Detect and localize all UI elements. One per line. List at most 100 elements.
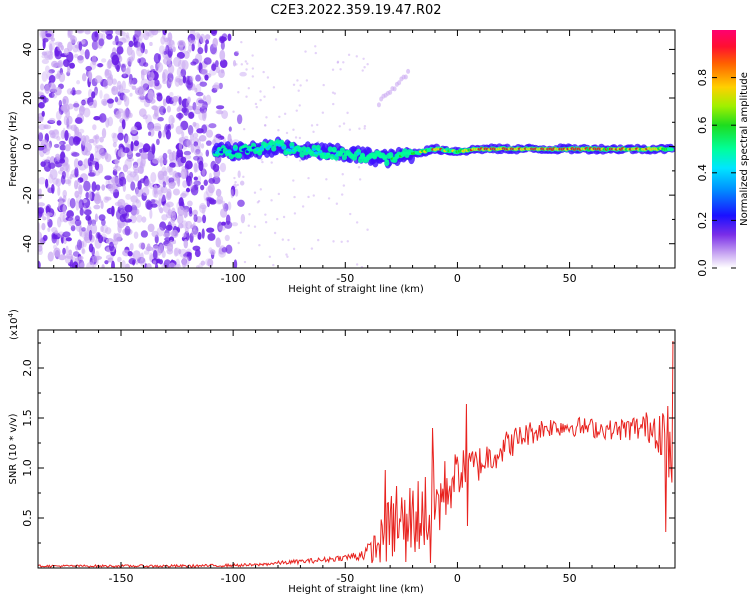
spectrogram-noise-blob [162,202,171,214]
spectrogram-noise-blob [92,124,97,131]
spectrogram-signal-core [219,150,224,154]
spectrogram-noise-blob [183,50,190,59]
spectrogram-noise-blob [204,43,208,54]
spectrogram-noise-blob [189,133,194,141]
spectrogram-noise-blob [168,114,175,125]
spectrogram-noise-blob [128,40,134,48]
spectrogram-noise-dot [298,159,302,162]
spectrogram-noise-blob [40,30,46,38]
spectrogram-noise-blob [67,115,73,125]
colorbar-tick-label: 0.6 [696,116,709,134]
spectrogram-noise-blob [131,85,137,90]
spectrogram-noise-blob [81,227,86,232]
spectrogram-noise-blob [167,64,175,75]
spectrogram-ytick-label: -40 [21,235,34,253]
spectrogram-noise-blob [191,43,195,52]
spectrogram-signal-core [259,147,264,151]
spectrogram-noise-blob [83,107,91,118]
spectrogram-noise-blob [122,147,130,154]
spectrogram-noise-blob [53,247,61,257]
spectrogram-signal-mid [339,147,345,154]
spectrogram-noise-blob [71,87,76,96]
spectrogram-noise-blob [112,132,119,144]
spectrogram-noise-blob [40,83,45,91]
spectrogram-noise-blob [82,239,87,248]
spectrogram-noise-blob [188,171,194,179]
spectrogram-noise-dot [277,129,280,132]
spectrogram-noise-blob [142,114,148,120]
spectrogram-noise-blob [145,199,152,210]
spectrogram-noise-dot [342,184,346,187]
spectrogram-noise-blob [201,124,208,134]
spectrogram-noise-blob [170,123,174,129]
colorbar: 0.0 0.2 0.4 0.6 0.8 Normalized spectral ampl… [696,30,750,277]
spectrogram-noise-blob [150,64,154,71]
spectrogram-noise-dot [342,61,345,64]
spectrogram-noise-blob [167,72,174,83]
spectrogram-noise-blob [167,123,171,129]
spectrogram-noise-blob [79,106,86,112]
spectrogram-noise-dot [264,213,267,216]
spectrogram-noise-blob [152,249,158,260]
spectrogram-noise-blob [140,230,148,238]
spectrogram-image [38,30,675,268]
spectrogram-noise-blob [48,117,56,123]
spectrogram-noise-blob [117,132,124,141]
spectrogram-noise-blob [154,79,160,87]
snr-xtick-label: -50 [336,572,354,585]
spectrogram-noise-blob [232,60,237,67]
spectrogram-noise-blob [198,135,207,142]
spectrogram-noise-blob [69,259,74,268]
spectrogram-noise-blob [149,209,153,219]
spectrogram-noise-blob [180,192,187,199]
spectrogram-noise-dot [237,91,240,94]
spectrogram-noise-blob [218,69,225,79]
spectrogram-noise-blob [94,86,98,96]
spectrogram-noise-blob [163,232,171,238]
spectrogram-noise-blob [130,209,139,216]
spectrogram-noise-blob [38,207,45,214]
spectrogram-noise-blob [141,186,150,197]
spectrogram-noise-blob [52,90,58,99]
spectrogram-noise-blob [192,209,198,217]
spectrogram-noise-blob [176,112,184,119]
spectrogram-noise-blob [150,143,156,155]
spectrogram-noise-blob [152,260,157,265]
spectrogram-noise-blob [81,248,86,255]
spectrogram-noise-blob [162,98,166,107]
spectrogram-noise-blob [74,219,82,227]
spectrogram-noise-blob [83,236,90,241]
spectrogram-noise-blob [76,80,81,85]
spectrogram-noise-dot [256,201,260,204]
spectrogram-noise-blob [104,196,112,201]
spectrogram-noise-blob [38,248,43,256]
spectrogram-noise-blob [156,189,163,196]
spectrogram-noise-blob [122,34,131,43]
spectrogram-noise-blob [104,69,112,79]
spectrogram-noise-blob [195,91,204,97]
spectrogram-noise-blob [46,156,51,162]
spectrogram-noise-blob [62,247,66,255]
spectrogram-noise-blob [204,34,211,41]
spectrogram-noise-blob [202,214,207,224]
spectrogram-noise-blob [169,162,177,168]
spectrogram-noise-blob [175,125,183,135]
spectrogram-noise-blob [94,250,100,262]
spectrogram-noise-blob [200,143,205,149]
spectrogram-noise-blob [207,233,216,241]
spectrogram-signal-core [326,152,331,156]
spectrogram-noise-blob [202,95,206,101]
spectrogram-noise-blob [87,70,93,79]
spectrogram-noise-blob [208,123,217,129]
spectrogram-noise-blob [132,250,141,260]
spectrogram-noise-blob [59,158,66,164]
spectrogram-noise-blob [181,107,187,113]
spectrogram-noise-blob [195,83,202,95]
spectrogram-noise-blob [126,65,131,76]
spectrogram-ytick-label: -20 [21,186,34,204]
spectrogram-noise-blob [187,44,193,53]
spectrogram-noise-blob [138,242,146,250]
spectrogram-noise-dot [305,79,309,82]
spectrogram-noise-blob [88,138,95,144]
spectrogram-noise-dot [316,123,319,127]
